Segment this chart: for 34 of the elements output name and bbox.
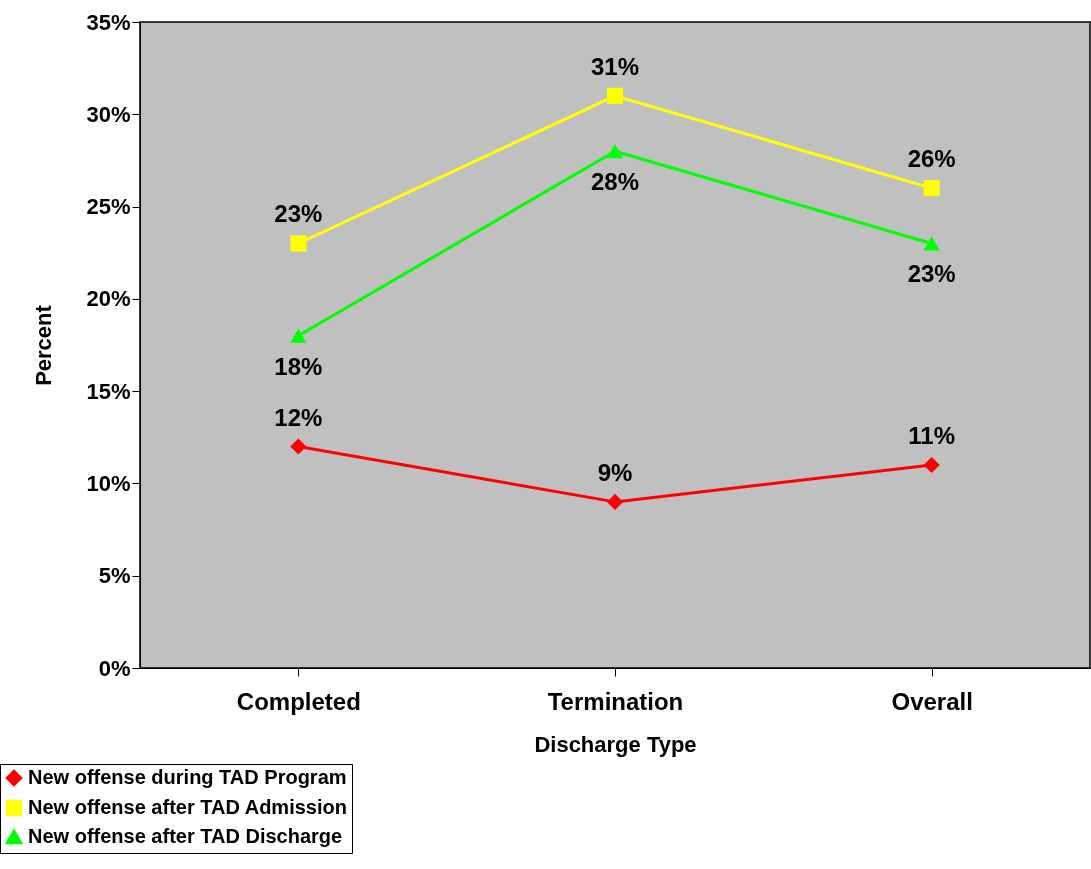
data-label: 28%	[590, 168, 640, 196]
point	[290, 328, 307, 343]
point	[290, 438, 307, 455]
y-tick-label: 15%	[86, 378, 131, 404]
data-label: 11%	[908, 421, 956, 449]
data-label: 23%	[274, 200, 323, 228]
legend-label: New offense after TAD Admission	[28, 796, 347, 818]
x-tick-label: Overall	[891, 687, 973, 715]
y-tick-label: 35%	[86, 9, 131, 35]
point	[606, 493, 624, 510]
y-tick-label: 10%	[86, 470, 131, 496]
x-tick-label: Termination	[547, 687, 684, 715]
y-tick-label: 5%	[98, 563, 131, 589]
point	[923, 236, 940, 251]
data-label: 12%	[274, 403, 323, 431]
data-label: 31%	[590, 52, 640, 80]
legend-label: New offense after TAD Discharge	[28, 825, 343, 847]
point	[606, 144, 624, 159]
point	[923, 180, 940, 197]
y-axis-title: Percent	[31, 304, 57, 386]
data-label: 23%	[907, 260, 956, 288]
y-tick-label: 25%	[86, 194, 131, 220]
point	[290, 235, 307, 252]
y-tick-label: 20%	[86, 286, 131, 312]
legend-label: New offense during TAD Program	[28, 766, 347, 788]
y-tick-label: 0%	[98, 655, 131, 681]
x-axis-title: Discharge Type	[534, 731, 697, 757]
point	[923, 456, 940, 474]
point	[606, 87, 624, 104]
data-label: 26%	[907, 145, 956, 173]
y-tick-label: 30%	[86, 101, 131, 127]
data-label: 18%	[274, 352, 323, 380]
x-tick-label: Completed	[236, 687, 361, 715]
data-label: 9%	[597, 458, 633, 486]
